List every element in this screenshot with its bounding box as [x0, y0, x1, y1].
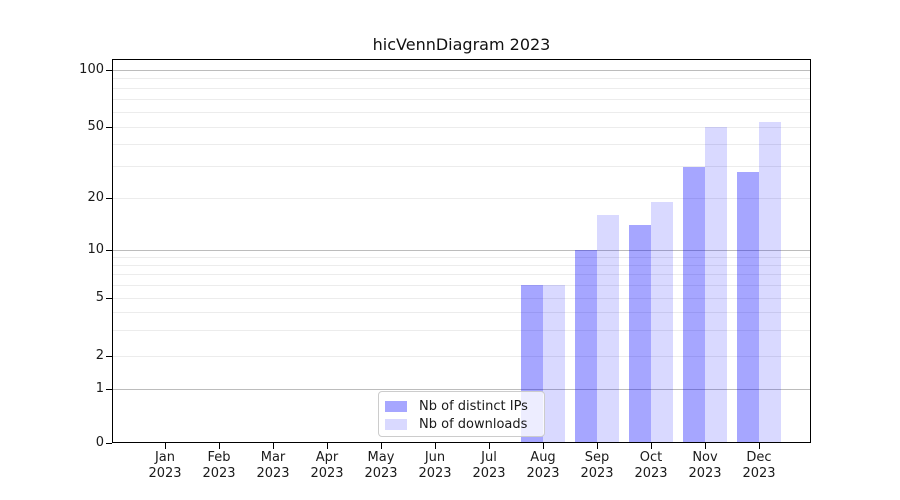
y-tick-label-2: 2 [95, 348, 104, 363]
y-tick-100 [106, 69, 112, 71]
y-tick-label-1: 1 [95, 381, 104, 396]
gridline-y-20 [112, 197, 811, 199]
legend-swatch-downloads [385, 418, 407, 430]
y-tick-label-100: 100 [79, 62, 104, 77]
y-tick-5 [106, 297, 112, 299]
gridline-y-3 [112, 329, 811, 331]
gridline-y-1 [112, 388, 811, 390]
x-tick-label-aug-2023: Aug 2023 [526, 450, 560, 481]
gridline-y-80 [112, 87, 811, 89]
x-tick-label-jan-2023: Jan 2023 [148, 450, 182, 481]
legend-swatch-distinct-ips [385, 400, 407, 412]
x-tick-label-feb-2023: Feb 2023 [202, 450, 236, 481]
legend-item-downloads: Nb of downloads [385, 415, 538, 433]
x-tick-nov-2023 [704, 443, 706, 449]
legend-item-distinct-ips: Nb of distinct IPs [385, 397, 538, 415]
gridline-y-5 [112, 297, 811, 299]
bar-nb-of-downloads-dec-2023 [759, 122, 781, 443]
y-tick-label-0: 0 [95, 435, 104, 450]
x-tick-dec-2023 [758, 443, 760, 449]
gridline-y-30 [112, 166, 811, 168]
x-tick-may-2023 [380, 443, 382, 449]
y-tick-50 [106, 126, 112, 128]
y-tick-10 [106, 249, 112, 251]
chart-title: hicVennDiagram 2023 [372, 35, 551, 54]
x-tick-apr-2023 [326, 443, 328, 449]
bar-nb-of-distinct-ips-dec-2023 [737, 171, 759, 443]
bar-nb-of-distinct-ips-nov-2023 [683, 166, 705, 443]
gridline-y-70 [112, 98, 811, 100]
bar-nb-of-downloads-oct-2023 [651, 201, 673, 443]
y-tick-0 [106, 442, 112, 444]
x-tick-label-may-2023: May 2023 [364, 450, 398, 481]
x-tick-aug-2023 [542, 443, 544, 449]
x-tick-label-dec-2023: Dec 2023 [742, 450, 776, 481]
y-tick-label-20: 20 [87, 190, 104, 205]
x-tick-oct-2023 [650, 443, 652, 449]
x-tick-label-apr-2023: Apr 2023 [310, 450, 344, 481]
y-tick-20 [106, 197, 112, 199]
gridline-y-50 [112, 126, 811, 128]
gridline-y-40 [112, 143, 811, 145]
gridline-y-6 [112, 284, 811, 286]
x-tick-sep-2023 [596, 443, 598, 449]
x-tick-label-jun-2023: Jun 2023 [418, 450, 452, 481]
gridline-y-9 [112, 256, 811, 258]
x-tick-mar-2023 [272, 443, 274, 449]
x-tick-label-jul-2023: Jul 2023 [472, 450, 506, 481]
y-tick-label-50: 50 [87, 119, 104, 134]
legend-label-distinct-ips: Nb of distinct IPs [419, 398, 528, 414]
x-tick-feb-2023 [218, 443, 220, 449]
gridline-y-100 [112, 69, 811, 71]
y-tick-1 [106, 388, 112, 390]
y-tick-label-5: 5 [95, 290, 104, 305]
bar-nb-of-downloads-nov-2023 [705, 127, 727, 443]
x-tick-jan-2023 [164, 443, 166, 449]
gridline-y-90 [112, 78, 811, 80]
gridline-y-7 [112, 274, 811, 276]
legend-label-downloads: Nb of downloads [419, 416, 528, 432]
y-tick-label-10: 10 [87, 242, 104, 257]
x-tick-label-mar-2023: Mar 2023 [256, 450, 290, 481]
gridline-y-8 [112, 264, 811, 266]
bar-nb-of-distinct-ips-oct-2023 [629, 224, 651, 443]
gridline-y-2 [112, 355, 811, 357]
gridline-y-4 [112, 311, 811, 313]
x-tick-label-oct-2023: Oct 2023 [634, 450, 668, 481]
bar-nb-of-downloads-sep-2023 [597, 214, 619, 443]
x-tick-jul-2023 [488, 443, 490, 449]
x-tick-label-sep-2023: Sep 2023 [580, 450, 614, 481]
x-tick-label-nov-2023: Nov 2023 [688, 450, 722, 481]
y-tick-2 [106, 355, 112, 357]
x-tick-jun-2023 [434, 443, 436, 449]
gridline-y-10 [112, 249, 811, 251]
gridline-y-60 [112, 111, 811, 113]
bar-nb-of-distinct-ips-sep-2023 [575, 250, 597, 443]
legend: Nb of distinct IPs Nb of downloads [378, 391, 545, 437]
bar-nb-of-downloads-aug-2023 [543, 285, 565, 443]
